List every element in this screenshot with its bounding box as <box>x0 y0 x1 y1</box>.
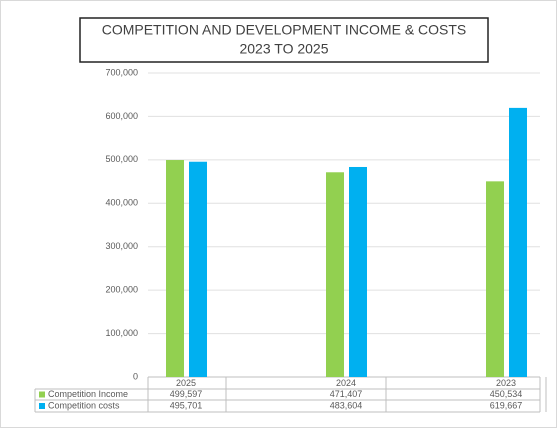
legend-label: Competition costs <box>48 400 120 410</box>
table-value: 483,604 <box>330 400 363 410</box>
bar <box>326 172 344 377</box>
legend-swatch <box>39 391 45 398</box>
y-tick-label: 700,000 <box>105 67 138 77</box>
x-tick-label: 2025 <box>176 378 196 388</box>
table-value: 619,667 <box>490 400 523 410</box>
y-tick-label: 100,000 <box>105 328 138 338</box>
table-value: 450,534 <box>490 389 523 399</box>
x-tick-label: 2023 <box>496 378 516 388</box>
y-tick-label: 300,000 <box>105 241 138 251</box>
x-tick-label: 2024 <box>336 378 356 388</box>
bar <box>349 166 367 377</box>
y-tick-label: 600,000 <box>105 111 138 121</box>
table-value: 471,407 <box>330 389 363 399</box>
bar <box>189 161 207 377</box>
legend-swatch <box>39 403 45 409</box>
table-value: 495,701 <box>170 400 203 410</box>
y-tick-label: 500,000 <box>105 154 138 164</box>
table-value: 499,597 <box>170 389 203 399</box>
y-tick-label: 200,000 <box>105 285 138 295</box>
bar <box>166 160 184 377</box>
chart-subtitle: 2023 TO 2025 <box>239 41 328 57</box>
bar <box>509 107 527 377</box>
title-box <box>79 17 489 63</box>
y-tick-label: 0 <box>133 371 138 381</box>
legend-label: Competition Income <box>48 389 128 399</box>
y-tick-label: 400,000 <box>105 198 138 208</box>
chart-title: COMPETITION AND DEVELOPMENT INCOME & COS… <box>102 22 467 38</box>
bar <box>486 181 504 377</box>
